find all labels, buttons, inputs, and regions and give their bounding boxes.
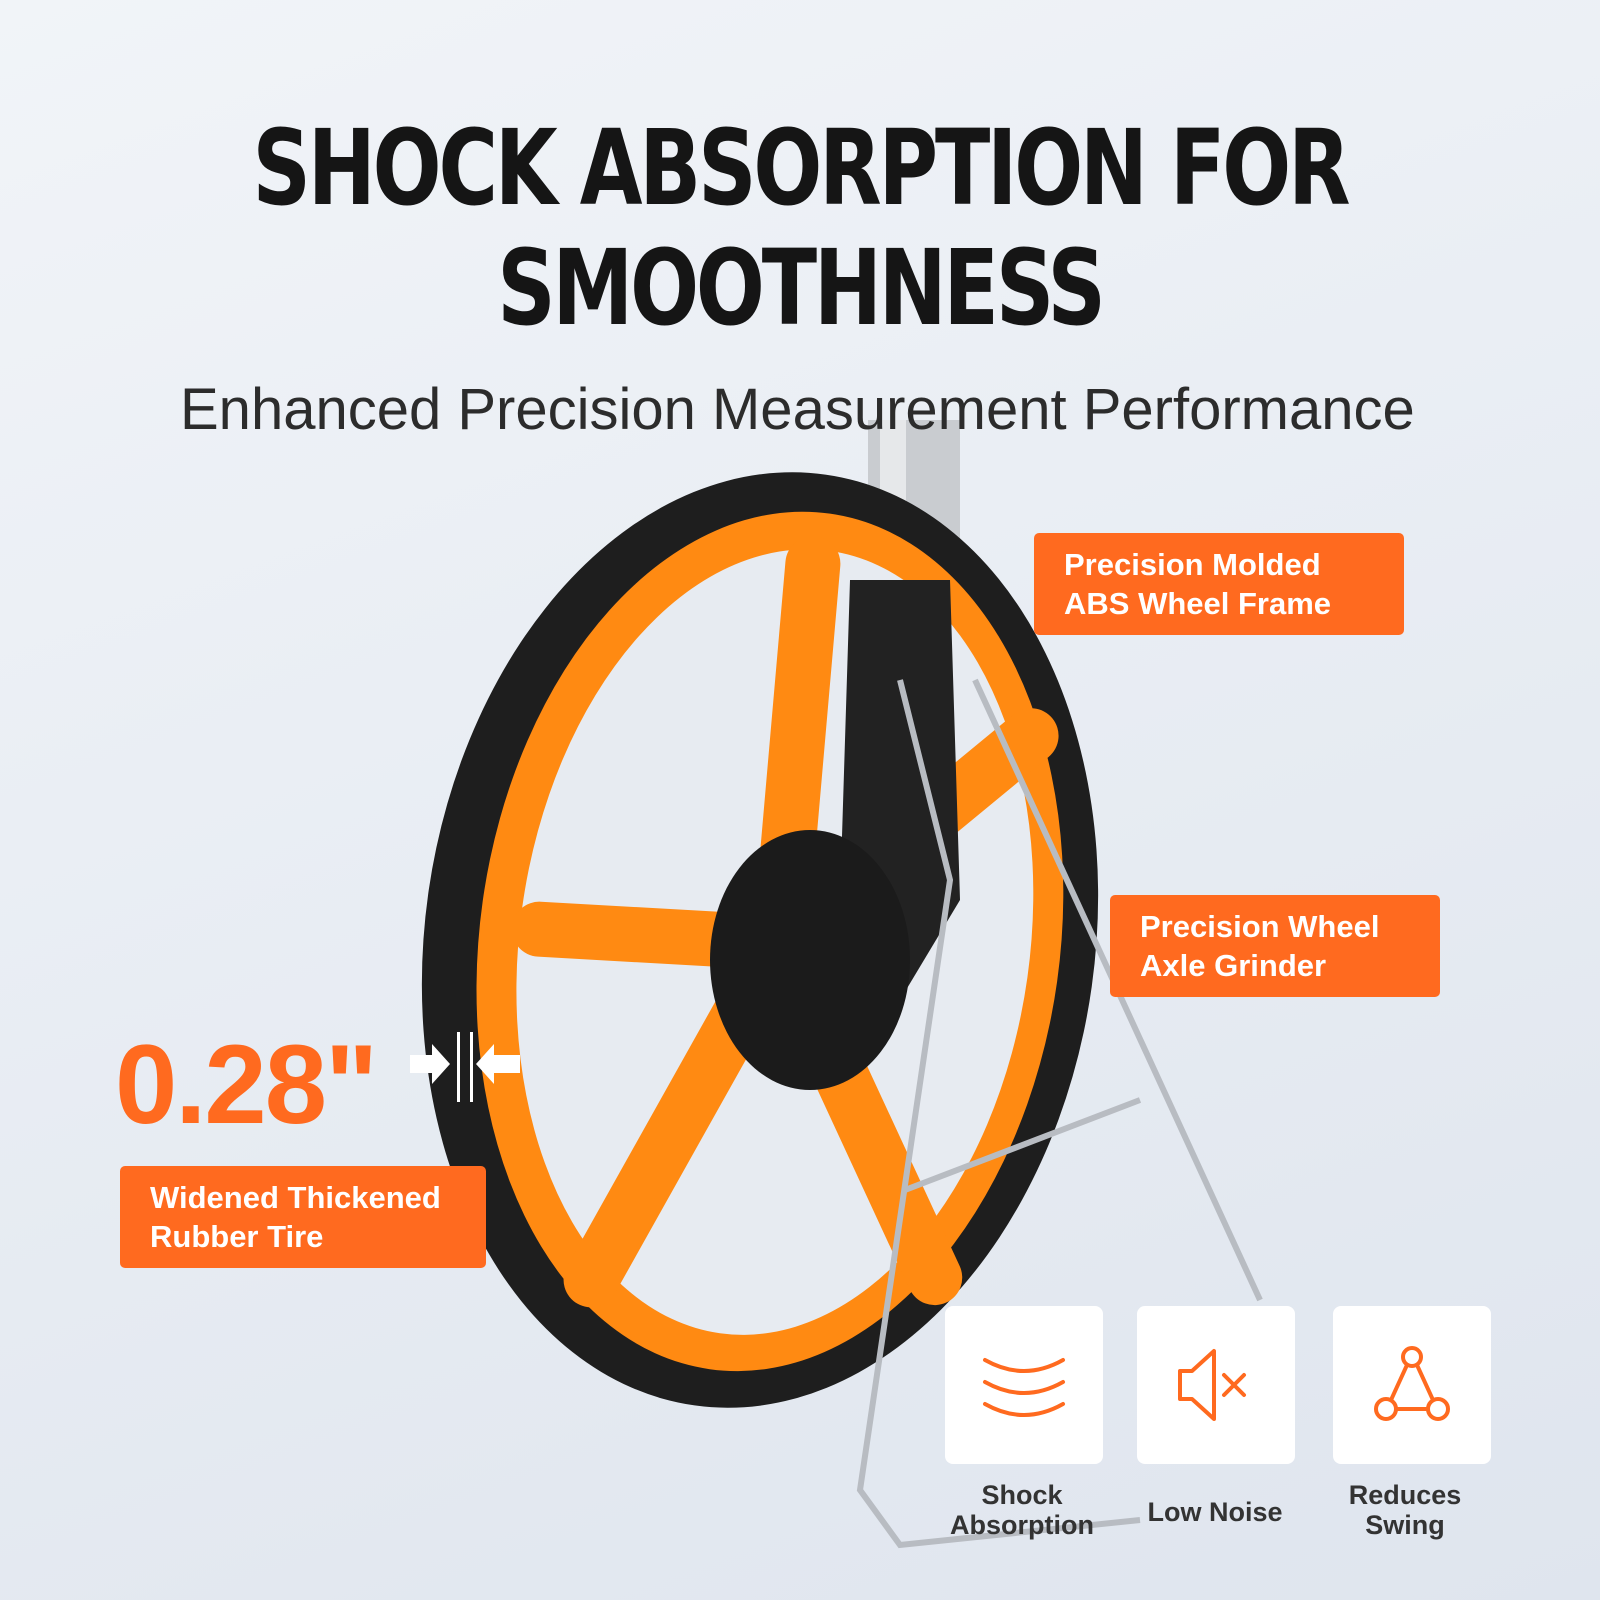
feature-label-line: Low Noise: [1147, 1497, 1283, 1527]
tire-thickness-value: 0.28": [115, 1022, 378, 1147]
axle-hub: [710, 830, 910, 1090]
headline-line2: SMOOTHNESS: [497, 227, 1106, 349]
feature-label-line: Swing: [1365, 1510, 1445, 1540]
headline: SHOCK ABSORPTION FOR SMOOTHNESS: [176, 108, 1424, 348]
callout-line: Precision Wheel: [1140, 909, 1380, 944]
feature-card-low-noise: [1137, 1306, 1295, 1464]
feature-label: Shock Absorption: [922, 1480, 1122, 1540]
mute-speaker-icon: [1178, 1349, 1246, 1421]
callout-line: Axle Grinder: [1140, 948, 1327, 983]
triangle-nodes-icon: [1374, 1346, 1450, 1421]
callout-line: ABS Wheel Frame: [1064, 586, 1332, 621]
feature-label-line: Reduces: [1348, 1480, 1462, 1510]
subtitle: Enhanced Precision Measurement Performan…: [180, 377, 1415, 442]
feature-label: Low Noise: [1115, 1497, 1315, 1527]
callout-line: Precision Molded: [1064, 547, 1321, 582]
waves-icon: [983, 1358, 1065, 1417]
feature-label-line: Shock: [981, 1480, 1063, 1510]
feature-label-line: Absorption: [950, 1510, 1094, 1540]
callout-line: Widened Thickened: [150, 1180, 441, 1215]
callout-abs-wheel-frame: Precision Molded ABS Wheel Frame: [1034, 533, 1404, 635]
headline-line1: SHOCK ABSORPTION FOR: [252, 107, 1351, 229]
feature-label: Reduces Swing: [1305, 1480, 1505, 1540]
feature-card-reduces-swing: [1333, 1306, 1491, 1464]
callout-rubber-tire: Widened Thickened Rubber Tire: [120, 1166, 486, 1268]
feature-card-shock-absorption: [945, 1306, 1103, 1464]
callout-axle-grinder: Precision Wheel Axle Grinder: [1110, 895, 1440, 997]
callout-line: Rubber Tire: [150, 1219, 324, 1254]
